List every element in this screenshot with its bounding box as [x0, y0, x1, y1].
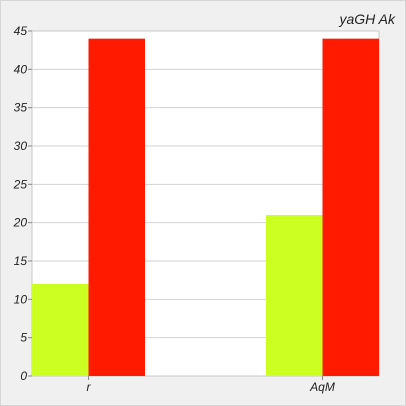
bar-r-series-2 — [88, 38, 145, 377]
y-tick-label: 0 — [20, 369, 27, 383]
y-tick-label: 10 — [14, 292, 28, 306]
y-axis-ticks: 0 5 10 15 20 25 30 35 40 45 — [13, 24, 32, 383]
x-tick-label: AqM — [309, 380, 335, 394]
y-tick-label: 25 — [13, 177, 28, 191]
y-tick-label: 20 — [13, 216, 28, 230]
bar-AqM-series-1 — [266, 215, 323, 376]
bar-AqM-series-2 — [322, 38, 379, 377]
y-tick-label: 5 — [20, 331, 27, 345]
bar-r-series-1 — [32, 284, 89, 376]
y-tick-label: 45 — [14, 24, 28, 38]
y-tick-label: 35 — [14, 101, 28, 115]
chart-title: yaGH Ak — [339, 11, 396, 27]
bars — [32, 38, 379, 377]
y-tick-label: 30 — [14, 139, 28, 153]
x-tick-label: r — [87, 380, 92, 394]
y-tick-label: 40 — [14, 62, 28, 76]
y-tick-label: 15 — [14, 254, 28, 268]
x-axis-ticks: r AqM — [87, 376, 335, 394]
